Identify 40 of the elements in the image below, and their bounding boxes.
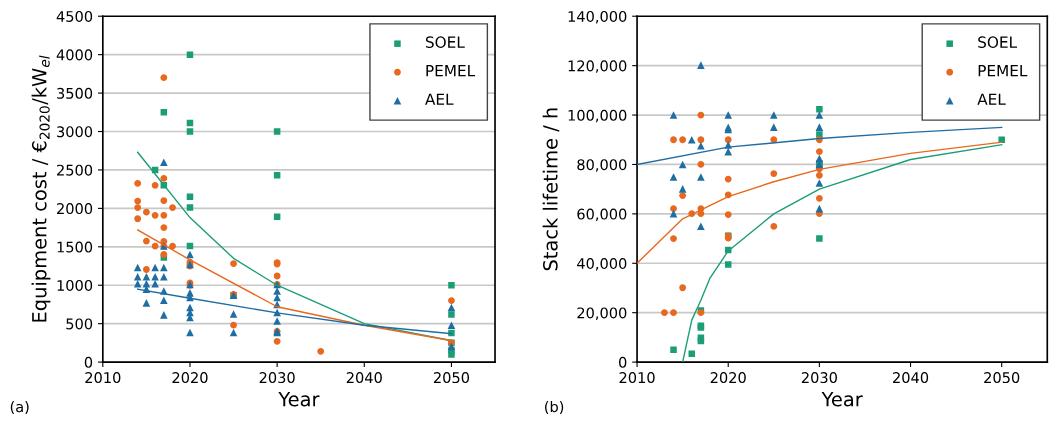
legend-label: PEMEL [978,65,1028,77]
x-tick-label: 2030 [801,372,837,384]
y-tick-label: 3500 [57,87,93,99]
legend-label: PEMEL [426,65,476,77]
text: (a) [10,400,29,414]
y-tick-label: 140,000 [568,10,627,24]
legend-label: SOEL [978,36,1018,48]
x-tick-label: 2050 [984,372,1020,384]
x-tick-label: 2010 [85,372,121,384]
x-tick-label: 2020 [710,372,746,384]
x-tick-label: 2020 [172,372,208,384]
x-tick-label: 2040 [893,372,929,384]
x-tick-label: 2050 [433,372,470,384]
y-tick-label: 0 [84,356,93,368]
y-tick-label: 1000 [57,279,93,291]
x-tick-label: 2040 [346,372,382,384]
y-tick-label: 4500 [56,10,93,22]
y-tick-label: 4000 [56,49,93,61]
y-axis-title: Equipment cost / €$_{2020}$/kW$_{el}$ [31,55,51,322]
legend-label: AEL [425,93,454,105]
y-tick-label: 2500 [57,164,93,176]
legend-label: AEL [977,93,1006,105]
y-tick-label: 1500 [57,241,93,253]
x-tick-label: 2010 [619,372,655,384]
y-tick-label: 120,000 [568,60,627,73]
y-tick-label: 100,000 [568,109,627,123]
y-tick-label: 0 [619,356,627,368]
y-tick-label: 80,000 [577,159,627,172]
legend-label: SOEL [425,36,465,48]
x-tick-label: 2030 [259,372,295,384]
x-axis-title: Year [278,392,320,407]
text: (b) [545,400,564,414]
y-tick-label: 3000 [57,126,93,138]
y-axis-title: Stack lifetime / h [542,108,560,271]
y-tick-label: 60,000 [577,208,627,222]
y-tick-label: 20,000 [577,307,627,320]
y-tick-label: 500 [66,318,93,330]
y-tick-label: 2000 [57,203,93,215]
x-axis-title: Year [821,392,863,407]
y-tick-label: 40,000 [577,257,627,271]
